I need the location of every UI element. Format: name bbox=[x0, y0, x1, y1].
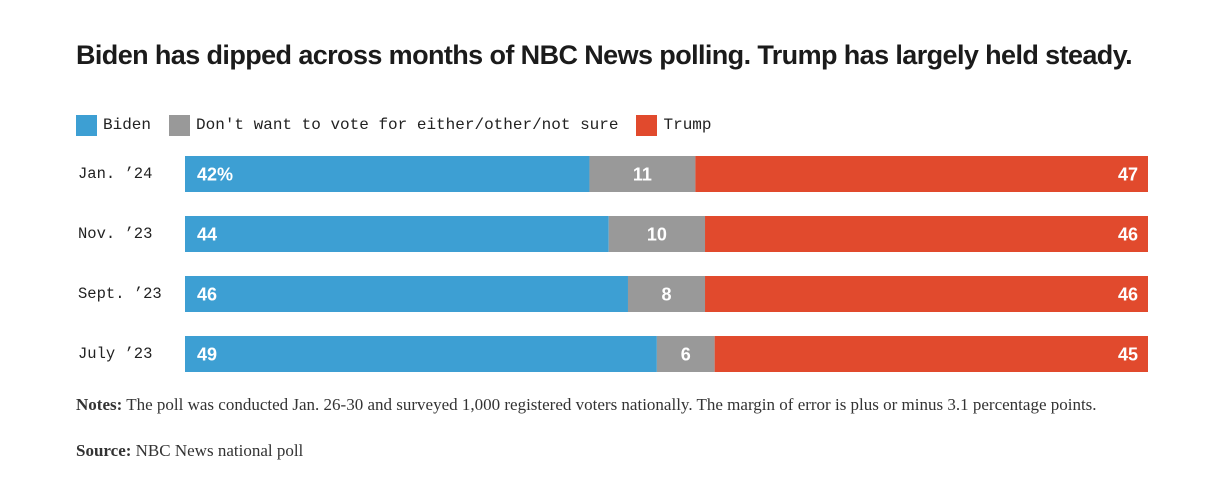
bar-biden-july-23 bbox=[185, 336, 657, 372]
legend-swatch-biden bbox=[76, 114, 97, 136]
data-label-neither-sept-23: 8 bbox=[661, 285, 671, 305]
data-label-neither-nov-23: 10 bbox=[647, 225, 667, 245]
bar-trump-sept-23 bbox=[705, 276, 1148, 312]
data-label-biden-sept-23: 46 bbox=[197, 285, 217, 305]
data-label-neither-jan-24: 11 bbox=[633, 165, 652, 185]
data-label-trump-nov-23: 46 bbox=[1118, 225, 1138, 245]
bar-biden-nov-23 bbox=[185, 216, 609, 252]
bar-trump-nov-23 bbox=[705, 216, 1148, 252]
row-label-july-23: July ’23 bbox=[78, 345, 153, 363]
data-label-trump-jan-24: 47 bbox=[1118, 165, 1138, 185]
bar-neither-jan-24 bbox=[589, 156, 696, 192]
legend-label-neither: Don't want to vote for either/other/not … bbox=[196, 116, 619, 134]
data-label-biden-nov-23: 44 bbox=[197, 225, 217, 245]
legend-label-biden: Biden bbox=[103, 116, 152, 134]
bar-neither-sept-23 bbox=[627, 276, 706, 312]
legend-item-neither: Don't want to vote for either/other/not … bbox=[169, 114, 619, 136]
legend-item-biden: Biden bbox=[76, 114, 152, 136]
row-label-jan-24: Jan. ’24 bbox=[78, 165, 153, 183]
legend-swatch-trump bbox=[636, 114, 658, 136]
bar-biden-sept-23 bbox=[185, 276, 628, 312]
row-label-nov-23: Nov. ’23 bbox=[78, 225, 153, 243]
source-text: NBC News national poll bbox=[131, 441, 304, 460]
legend-item-trump: Trump bbox=[636, 114, 712, 136]
notes: Notes: The poll was conducted Jan. 26-30… bbox=[76, 395, 1156, 415]
bar-biden-jan-24 bbox=[185, 156, 590, 192]
data-label-trump-sept-23: 46 bbox=[1118, 285, 1138, 305]
notes-text: The poll was conducted Jan. 26-30 and su… bbox=[122, 395, 1097, 414]
bar-neither-july-23 bbox=[656, 336, 715, 372]
legend-swatch-neither bbox=[169, 114, 191, 136]
chart-title: Biden has dipped across months of NBC Ne… bbox=[76, 40, 1133, 70]
data-label-trump-july-23: 45 bbox=[1118, 345, 1138, 365]
source-label: Source: bbox=[76, 441, 132, 460]
legend-label-trump: Trump bbox=[663, 116, 712, 134]
bar-trump-july-23 bbox=[714, 336, 1148, 372]
source: Source: NBC News national poll bbox=[76, 441, 303, 461]
data-label-biden-jan-24: 42% bbox=[197, 165, 233, 185]
bar-neither-nov-23 bbox=[608, 216, 706, 252]
notes-label: Notes: bbox=[76, 395, 123, 414]
bar-trump-jan-24 bbox=[695, 156, 1148, 192]
data-label-biden-july-23: 49 bbox=[197, 345, 217, 365]
row-label-sept-23: Sept. ’23 bbox=[78, 285, 162, 303]
legend: Biden Don't want to vote for either/othe… bbox=[76, 113, 730, 137]
data-label-neither-july-23: 6 bbox=[681, 345, 691, 365]
